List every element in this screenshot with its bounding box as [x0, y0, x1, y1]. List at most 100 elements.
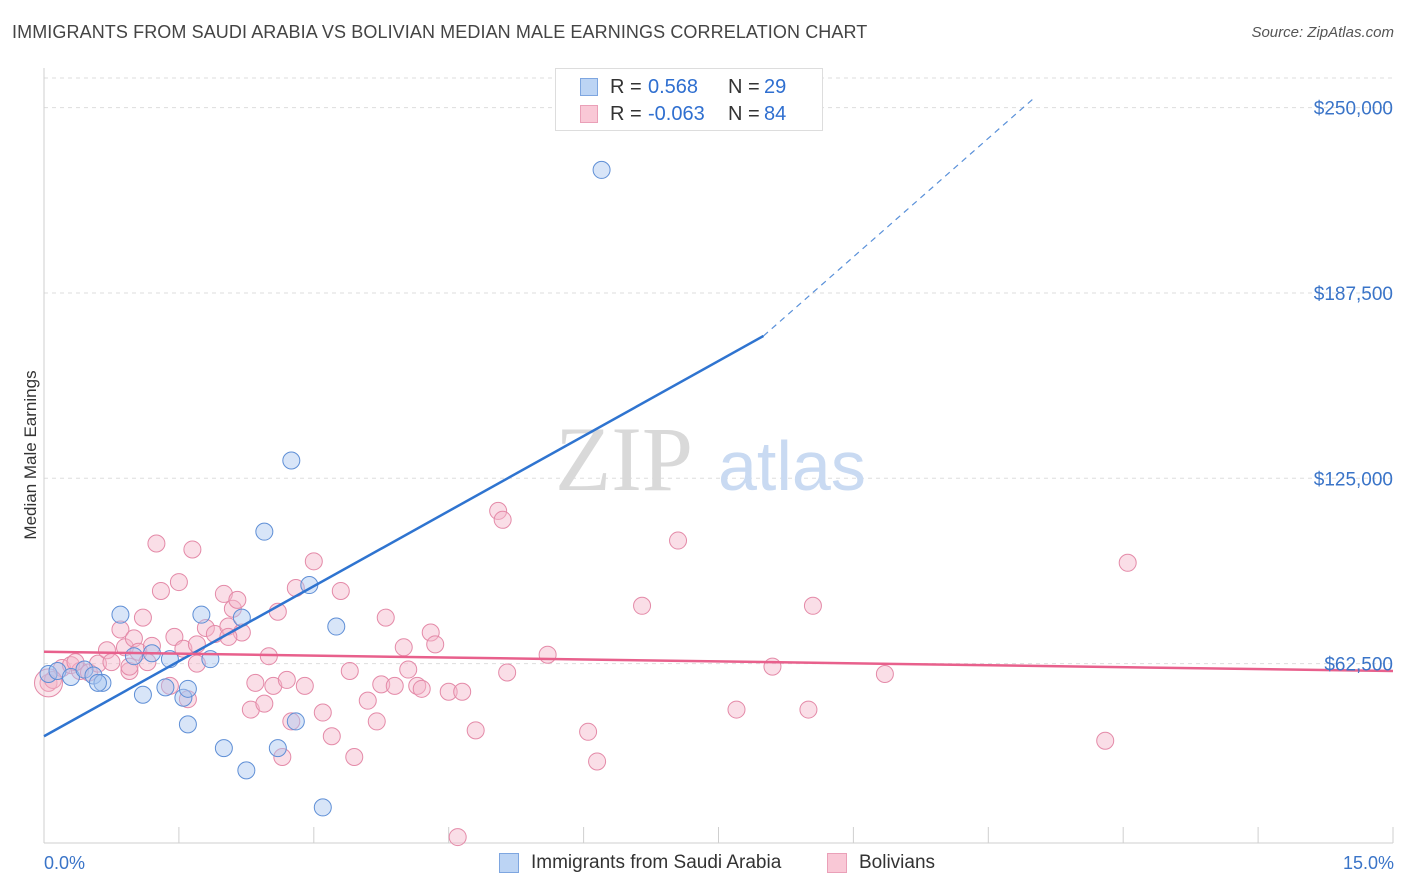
bolivians-point	[385, 676, 404, 695]
saudi-point	[286, 712, 305, 731]
bolivians-point	[394, 638, 413, 657]
series-swatch-pink	[827, 853, 847, 873]
y-tick-labels: $62,500 $125,000 $187,500 $250,000	[1314, 99, 1393, 676]
bolivians-point	[246, 673, 265, 692]
saudi-point	[88, 673, 107, 692]
bolivians-point	[426, 635, 445, 654]
bolivians-point	[120, 662, 139, 681]
bolivians-point	[358, 691, 377, 710]
saudi-point	[174, 688, 193, 707]
bolivians-point	[228, 590, 247, 609]
watermark-zip: ZIP	[555, 408, 693, 510]
saudi-point	[327, 617, 346, 636]
saudi-point	[592, 160, 611, 179]
bolivians-point	[273, 748, 292, 767]
bolivians-point	[803, 596, 822, 615]
legend-n-value: 29	[764, 75, 787, 98]
saudi-point	[237, 761, 256, 780]
saudi-point	[255, 522, 274, 541]
bolivians-point	[453, 682, 472, 701]
bolivians-point	[439, 682, 458, 701]
legend-n-value: 84	[764, 102, 787, 125]
bolivians-point	[367, 712, 386, 731]
y-tick-label: $250,000	[1314, 99, 1393, 120]
axes	[43, 68, 1394, 844]
bolivians-point	[633, 596, 652, 615]
saudi-trendline	[43, 334, 765, 738]
bolivians-point	[313, 703, 332, 722]
bolivians-point	[727, 700, 746, 719]
saudi-point	[48, 662, 67, 681]
bolivians-trendline	[43, 650, 1394, 673]
legend-r-value: -0.063	[648, 102, 705, 125]
bolivians-point	[588, 752, 607, 771]
bolivians-point	[88, 654, 107, 673]
bolivians-point	[322, 727, 341, 746]
watermark-atlas: atlas	[718, 427, 866, 505]
x-tick-min: 0.0%	[44, 853, 85, 873]
bolivians-point	[372, 675, 391, 694]
bolivians-point	[538, 645, 557, 664]
saudi-point	[178, 715, 197, 734]
bolivians-point	[1118, 553, 1137, 572]
saudi-point	[111, 605, 130, 624]
bolivians-point	[579, 722, 598, 741]
trendlines	[43, 98, 1394, 738]
bolivians-points	[33, 501, 1137, 847]
bolivians-point	[277, 670, 296, 689]
legend-n-label: N =	[728, 102, 760, 125]
series-label-saudi: Immigrants from Saudi Arabia	[531, 852, 782, 873]
bolivians-point	[147, 534, 166, 553]
source-label: Source: ZipAtlas.com	[1251, 24, 1394, 41]
legend-r-value: 0.568	[648, 75, 699, 98]
series-legend-saudi[interactable]: Immigrants from Saudi Arabia	[499, 852, 781, 874]
y-axis-label: Median Male Earnings	[21, 370, 40, 539]
bolivians-point	[763, 657, 782, 676]
bolivians-point	[120, 657, 139, 676]
saudi-point	[192, 605, 211, 624]
bolivians-point	[466, 721, 485, 740]
legend-r-label: R =	[610, 102, 642, 125]
bolivians-point	[669, 531, 688, 550]
legend-row-bolivians: R = -0.063 N = 84	[580, 102, 786, 126]
saudi-trendline-extension	[763, 98, 1034, 337]
bolivians-point	[282, 712, 301, 731]
bolivians-point	[399, 660, 418, 679]
bolivians-point	[498, 663, 517, 682]
bolivians-point	[264, 676, 283, 695]
bolivians-point	[169, 573, 188, 592]
bolivians-point	[331, 581, 350, 600]
series-label-bolivians: Bolivians	[859, 852, 936, 873]
bolivians-point	[214, 584, 233, 603]
saudi-point	[313, 798, 332, 817]
saudi-point	[282, 451, 301, 470]
bolivians-point	[799, 700, 818, 719]
bolivians-point	[196, 619, 215, 638]
bolivians-point	[489, 501, 508, 520]
saudi-point	[156, 678, 175, 697]
bolivians-point	[493, 510, 512, 529]
saudi-point	[133, 685, 152, 704]
bolivians-point	[255, 694, 274, 713]
bolivians-point	[345, 748, 364, 767]
bolivians-point	[421, 623, 440, 642]
bolivians-point	[151, 581, 170, 600]
watermark: ZIP atlas	[555, 408, 866, 510]
y-tick-label: $62,500	[1324, 655, 1393, 676]
legend-swatch-blue	[580, 78, 598, 96]
bolivians-point	[97, 641, 116, 660]
bolivians-point	[102, 653, 121, 672]
bolivians-point	[304, 552, 323, 571]
series-legend-bolivians[interactable]: Bolivians	[827, 852, 935, 874]
saudi-point	[268, 739, 287, 758]
bolivians-point	[241, 700, 260, 719]
legend-row-saudi: R = 0.568 N = 29	[580, 75, 786, 99]
bolivians-point	[340, 662, 359, 681]
saudi-point	[75, 660, 94, 679]
saudi-point	[214, 739, 233, 758]
series-swatch-blue	[499, 853, 519, 873]
bolivians-point	[66, 653, 85, 672]
bolivians-point	[124, 629, 143, 648]
y-tick-label: $125,000	[1314, 469, 1393, 490]
